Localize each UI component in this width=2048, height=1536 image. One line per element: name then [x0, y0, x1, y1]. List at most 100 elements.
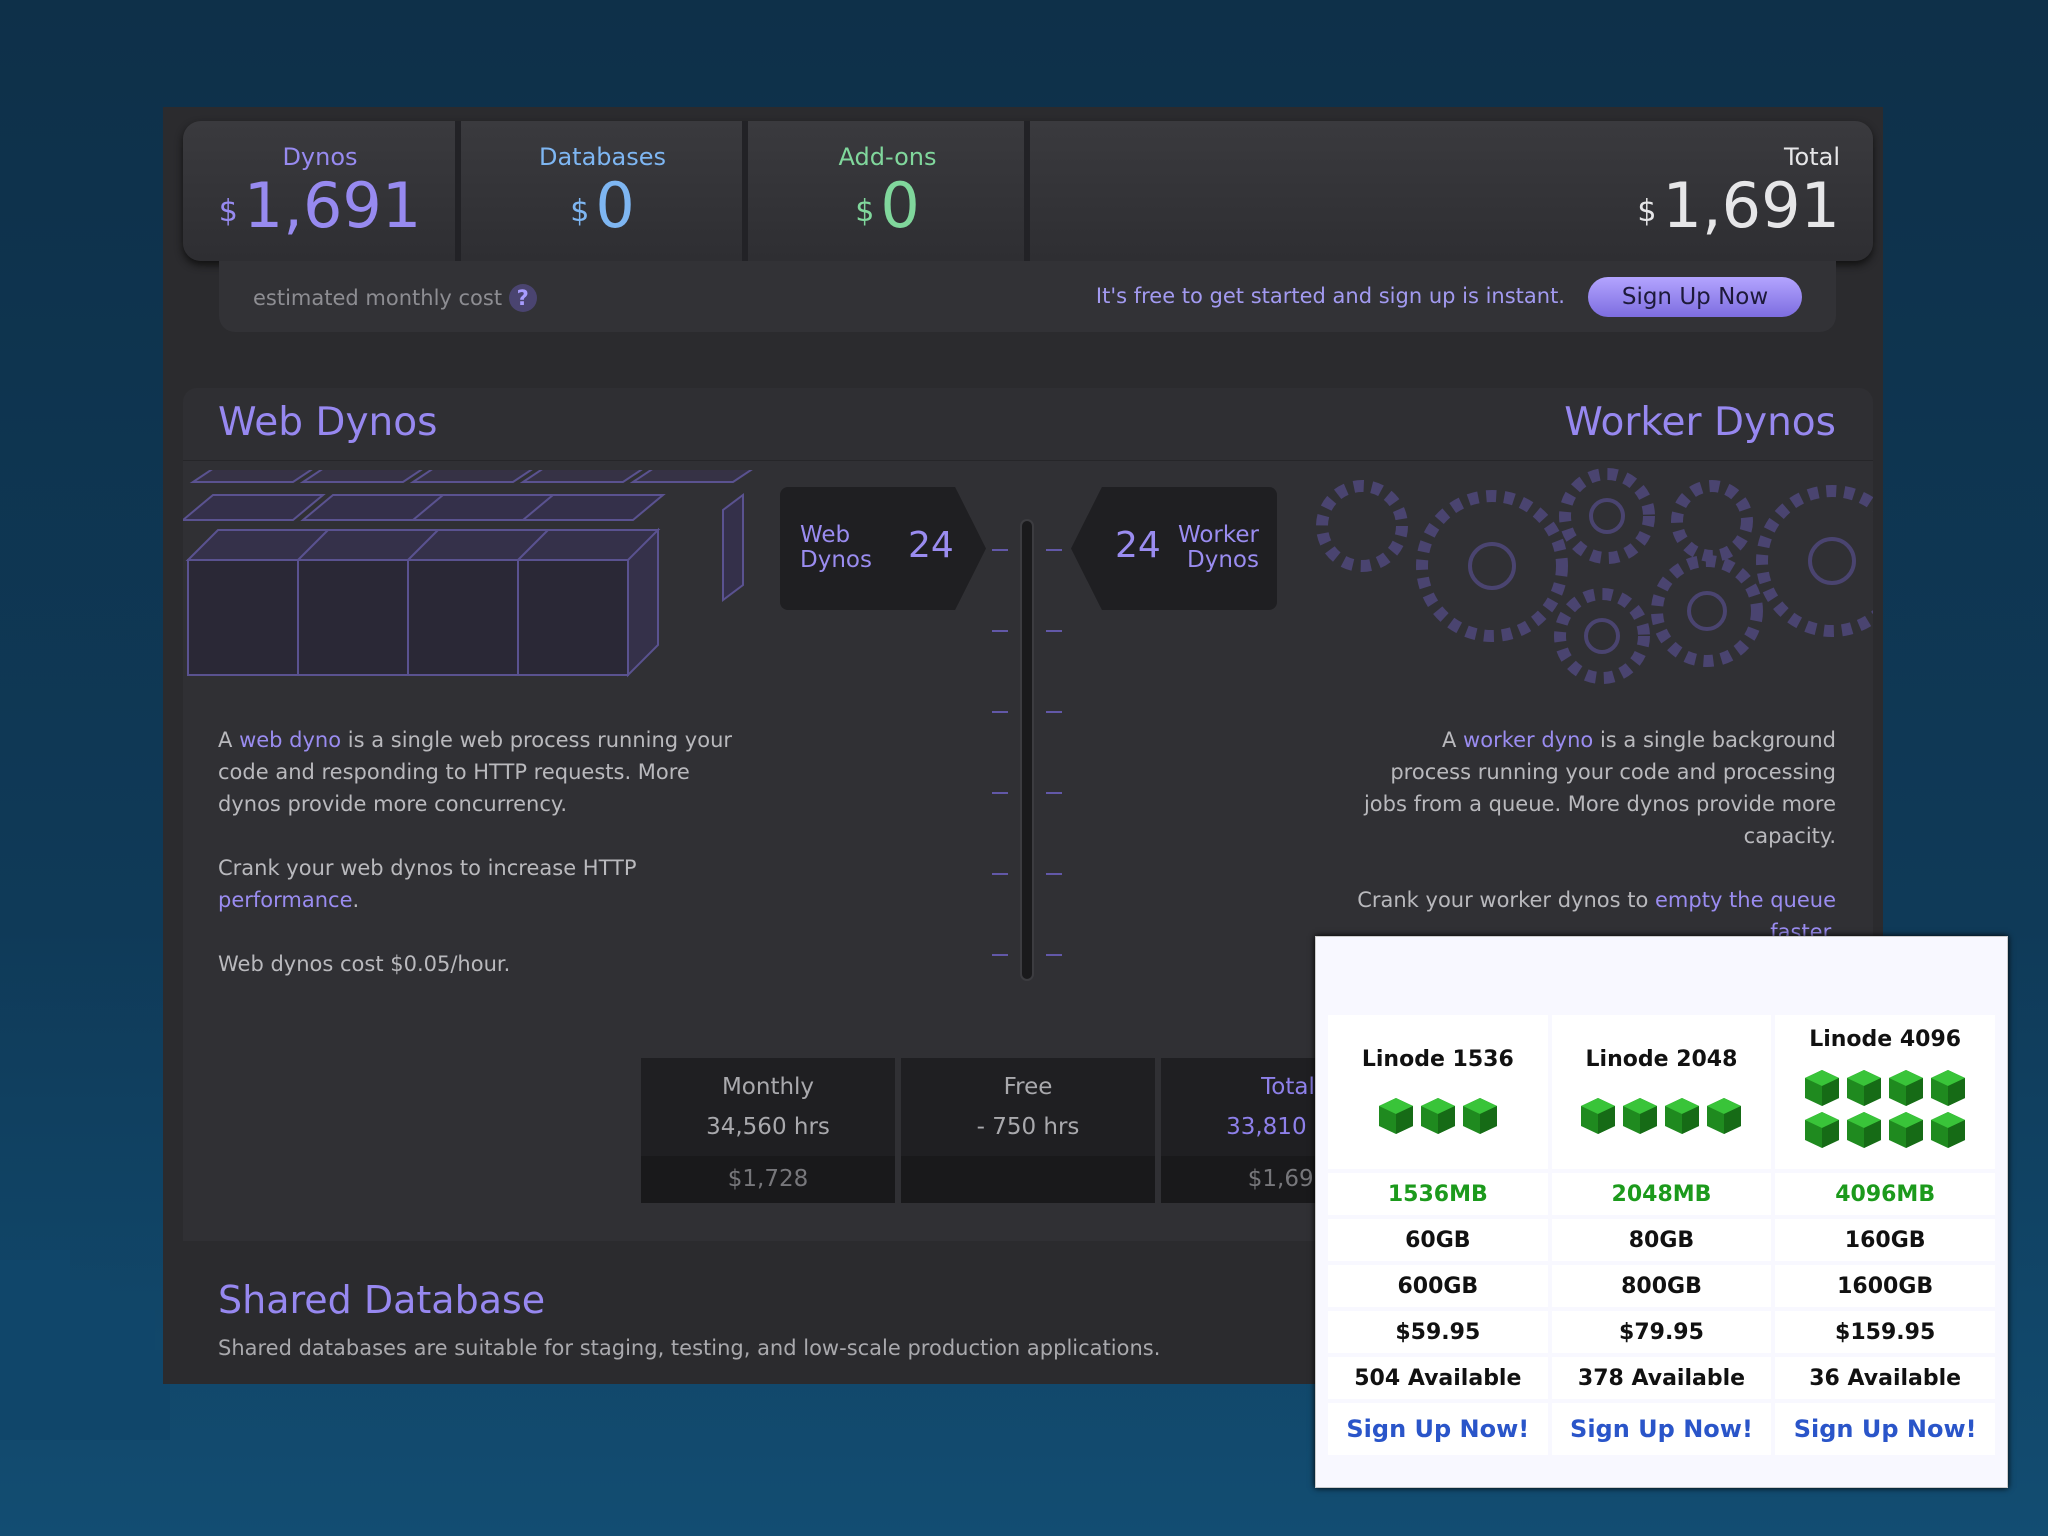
row: Sign Up Now! Sign Up Now! Sign Up Now! [1328, 1403, 1995, 1455]
cube [1462, 1098, 1497, 1134]
worker-dynos-gears [1316, 468, 1873, 684]
text: is a single web process running your cod… [218, 728, 733, 816]
availability-cell: 504 Available [1328, 1357, 1548, 1399]
currency: $ [1637, 194, 1657, 229]
column-header: Monthly [721, 1074, 815, 1100]
plans-table: Linode 1536 Linode 2048 Linode 4096 1536MB 2… [1324, 1011, 1999, 1459]
slider-value: 24 [1115, 525, 1161, 566]
label-line: Dynos [800, 547, 872, 573]
link[interactable]: performance [218, 888, 353, 912]
link[interactable]: worker dyno [1463, 728, 1594, 752]
linode-plans-overlay: Linode 1536 Linode 2048 Linode 4096 1536MB 2… [1315, 936, 2008, 1488]
paragraph: Crank your worker dynos to empty the que… [1356, 884, 1836, 948]
signup-link[interactable]: Sign Up Now! [1328, 1403, 1548, 1455]
disk-cell: 160GB [1775, 1219, 1995, 1261]
availability-cell: 36 Available [1775, 1357, 1995, 1399]
cube [1581, 1098, 1616, 1134]
currency: $ [570, 194, 590, 229]
plan-header: Linode 1536 [1328, 1015, 1548, 1169]
skyline [0, 1250, 170, 1440]
ram-cell: 2048MB [1551, 1173, 1772, 1215]
cube [1378, 1098, 1413, 1134]
column-cost: $1,728 [641, 1156, 895, 1203]
signup-bar [219, 261, 1836, 332]
cube [1889, 1070, 1924, 1106]
disk-cell: 60GB [1328, 1219, 1548, 1261]
paragraph: A worker dyno is a single background pro… [1356, 724, 1836, 852]
column-header: Free [1003, 1074, 1053, 1100]
text: A [218, 728, 233, 752]
amount: $0 [480, 171, 725, 241]
help-icon[interactable]: ? [508, 284, 537, 312]
link[interactable]: empty the queue faster [1655, 888, 1836, 944]
value: 1,691 [243, 169, 422, 242]
cube [1889, 1112, 1924, 1148]
shared-database-title: Shared Database [218, 1278, 546, 1322]
text: Crank your web dynos to increase HTTP [218, 856, 637, 880]
column-hours: - 750 hrs [976, 1114, 1080, 1140]
column-cost [901, 1156, 1155, 1203]
currency: $ [855, 194, 875, 229]
paragraph: Crank your web dynos to increase HTTP pe… [218, 852, 738, 916]
addons-cost: Add-ons $0 [765, 121, 1010, 241]
cube [1665, 1098, 1700, 1134]
separator [742, 121, 748, 261]
total-cost: Total $1,691 [1500, 121, 1840, 241]
separator [455, 121, 461, 261]
slider-label: Worker Dynos [1178, 523, 1259, 573]
paragraph: Web dynos cost $0.05/hour. [218, 952, 511, 976]
plan-name: Linode 2048 [1585, 1047, 1738, 1072]
label-line: Worker [1177, 522, 1259, 548]
row: $59.95 $79.95 $159.95 [1328, 1311, 1995, 1353]
value: 0 [880, 169, 920, 242]
cube [1805, 1112, 1840, 1148]
transfer-cell: 1600GB [1775, 1265, 1995, 1307]
label: Databases [538, 143, 667, 171]
web-slider-handle[interactable]: Web Dynos 24 [780, 487, 986, 610]
plan-name: Linode 1536 [1361, 1047, 1514, 1072]
cube [1420, 1098, 1455, 1134]
signup-pitch: It's free to get started and sign up is … [1095, 284, 1565, 308]
signup-button[interactable]: Sign Up Now [1588, 277, 1802, 317]
value: 0 [595, 169, 635, 242]
section-header [183, 388, 1873, 461]
ram-cell: 1536MB [1328, 1173, 1548, 1215]
note: estimated monthly cost [253, 286, 503, 310]
ram-cell: 4096MB [1775, 1173, 1995, 1215]
signup-link[interactable]: Sign Up Now! [1775, 1403, 1995, 1455]
cube-icons [1805, 1070, 1966, 1148]
row: 600GB 800GB 1600GB [1328, 1265, 1995, 1307]
slider-value: 24 [908, 525, 954, 566]
amount: $0 [765, 171, 1010, 241]
text: is a single background process running y… [1363, 728, 1836, 848]
dynos-cost: Dynos $1,691 [200, 121, 440, 241]
cube [1847, 1070, 1882, 1106]
cube [1847, 1112, 1882, 1148]
signup-link[interactable]: Sign Up Now! [1551, 1403, 1772, 1455]
worker-dyno-description: A worker dyno is a single background pro… [1356, 724, 1836, 980]
cube [1931, 1070, 1966, 1106]
worker-dynos-title: Worker Dynos [1564, 400, 1836, 445]
row: 60GB 80GB 160GB [1328, 1219, 1995, 1261]
row: 504 Available 378 Available 36 Available [1328, 1357, 1995, 1399]
cube-icons [1378, 1098, 1497, 1134]
availability-cell: 378 Available [1551, 1357, 1772, 1399]
price-cell: $79.95 [1551, 1311, 1772, 1353]
worker-slider-handle[interactable]: 24 Worker Dynos [1071, 487, 1277, 610]
amount: $1,691 [1500, 171, 1840, 241]
column-hours: 34,560 hrs [706, 1114, 830, 1140]
text: A [1441, 728, 1457, 752]
label: Add-ons [838, 143, 937, 171]
text: Crank your worker dynos to [1357, 888, 1649, 912]
text: . [1829, 920, 1836, 944]
databases-cost: Databases $0 [480, 121, 725, 241]
usage-column: Monthly 34,560 hrs $1,728 [641, 1058, 895, 1203]
dyno-slider[interactable] [980, 500, 1070, 1000]
link[interactable]: web dyno [239, 728, 342, 752]
paragraph: A web dyno is a single web process runni… [218, 724, 738, 820]
value: 1,691 [1662, 169, 1841, 242]
price-cell: $59.95 [1328, 1311, 1548, 1353]
cube [1623, 1098, 1658, 1134]
slider-label: Web Dynos [800, 523, 872, 573]
